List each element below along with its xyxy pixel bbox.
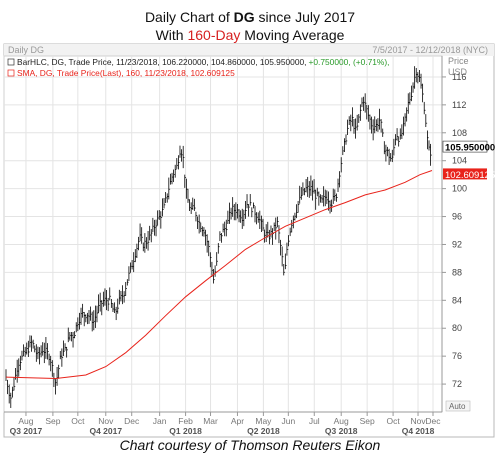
auto-scale-label: Auto bbox=[449, 402, 466, 411]
sma-label-box: 102.609125 bbox=[443, 168, 495, 181]
y-ticks: 72 76 80 84 88 92 96 100 104 108 112 116 bbox=[442, 72, 467, 389]
y-tick-label: 104 bbox=[452, 156, 467, 166]
chart-caption: Chart courtesy of Thomson Reuters Eikon bbox=[119, 437, 381, 453]
quarter-label: Q3 2018 bbox=[325, 426, 358, 436]
x-tick-label: Feb bbox=[178, 416, 193, 426]
x-tick-label: Dec bbox=[124, 416, 140, 426]
y-tick-label: 72 bbox=[452, 379, 462, 389]
title-suffix: since July 2017 bbox=[254, 9, 356, 25]
y-tick-label: 100 bbox=[452, 184, 467, 194]
legend-sma-icon bbox=[7, 69, 15, 77]
subtitle-prefix: With bbox=[155, 27, 188, 43]
title-prefix: Daily Chart of bbox=[144, 9, 234, 25]
y-tick-label: 88 bbox=[452, 267, 462, 277]
date-range: 7/5/2017 - 12/12/2018 (NYC) bbox=[372, 45, 488, 55]
y-axis-unit: USD bbox=[448, 67, 468, 77]
quarter-label: Q4 2017 bbox=[89, 426, 122, 436]
price-series bbox=[5, 66, 432, 408]
x-tick-label: Jun bbox=[281, 416, 295, 426]
y-tick-label: 84 bbox=[452, 295, 462, 305]
legend-ohlc-text: BarHLC, DG, Trade Price, 11/23/2018, 106… bbox=[17, 57, 390, 67]
quarter-label: Q4 2018 bbox=[402, 426, 435, 436]
quarter-label: Q1 2018 bbox=[169, 426, 202, 436]
y-tick-label: 92 bbox=[452, 239, 462, 249]
chart-title-line1: Daily Chart of DG since July 2017 bbox=[0, 9, 500, 25]
legend-ohlc-main: BarHLC, DG, Trade Price, 11/23/2018, 106… bbox=[17, 57, 306, 67]
quarter-label: Q2 2018 bbox=[247, 426, 280, 436]
panel-title-bar bbox=[4, 44, 494, 56]
panel-title: Daily DG bbox=[8, 45, 44, 55]
quarter-label: Q3 2017 bbox=[10, 426, 43, 436]
last-price-bg bbox=[442, 140, 488, 153]
y-tick-label: 116 bbox=[452, 72, 466, 82]
title-ticker: DG bbox=[233, 9, 255, 25]
legend-ohlc-icon bbox=[7, 58, 15, 66]
plot-area bbox=[3, 55, 443, 413]
x-tick-label: Aug bbox=[334, 416, 349, 426]
x-tick-label: Sep bbox=[45, 416, 60, 426]
x-tick-label: Oct bbox=[71, 416, 85, 426]
x-tick-label: Aug bbox=[18, 416, 33, 426]
y-tick-label: 112 bbox=[452, 100, 466, 110]
quarter-labels: Q3 2017 Q4 2017 Q1 2018 Q2 2018 Q3 2018 Q4 20… bbox=[10, 426, 435, 436]
y-tick-label: 76 bbox=[452, 351, 462, 361]
subtitle-highlight: 160-Day bbox=[187, 27, 241, 43]
x-tick-label: Jan bbox=[153, 416, 167, 426]
y-tick-label: 108 bbox=[452, 128, 467, 138]
legend-sma-text: SMA, DG, Trade Price(Last), 160, 11/23/2… bbox=[17, 68, 235, 78]
legend-ohlc-change: +0.750000, (+0.71%), bbox=[308, 57, 389, 67]
sma-label-bg bbox=[443, 168, 487, 180]
x-tick-label: Mar bbox=[203, 416, 218, 426]
auto-scale-button[interactable] bbox=[445, 400, 471, 412]
last-price-label-box: 105.950000 bbox=[442, 140, 495, 154]
last-price-label: 105.950000 bbox=[445, 143, 495, 154]
y-tick-label: 80 bbox=[452, 323, 462, 333]
x-tick-label: Oct bbox=[386, 416, 400, 426]
x-tick-label: Dec bbox=[425, 416, 441, 426]
sma-line bbox=[5, 170, 433, 380]
y-axis-title: Price bbox=[448, 56, 469, 66]
sma-label: 102.609125 bbox=[445, 170, 495, 181]
x-tick-label: Nov bbox=[98, 416, 114, 426]
y-tick-label: 96 bbox=[452, 212, 462, 222]
x-ticks: Aug Sep Oct Nov Dec Jan Feb Mar Apr May Jun Jul Aug S… bbox=[18, 412, 441, 426]
x-tick-label: May bbox=[255, 416, 272, 426]
x-tick-label: Apr bbox=[231, 416, 244, 426]
chart-title-line2: With 160-Day Moving Average bbox=[0, 27, 500, 43]
x-tick-label: Jul bbox=[309, 416, 320, 426]
legend: BarHLC, DG, Trade Price, 11/23/2018, 106… bbox=[7, 57, 390, 78]
x-tick-label: Nov bbox=[410, 416, 426, 426]
x-tick-label: Sep bbox=[360, 416, 375, 426]
subtitle-suffix: Moving Average bbox=[240, 27, 345, 43]
